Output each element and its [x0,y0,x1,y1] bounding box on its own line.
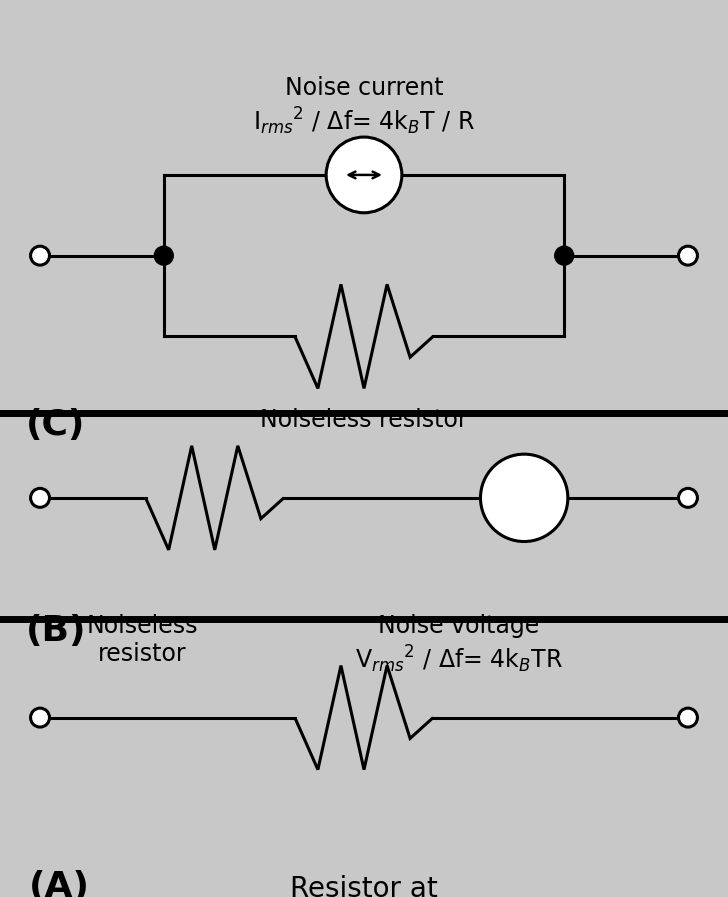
Text: Noise voltage
V$_{rms}$$^2$ / Δf= 4k$_B$TR: Noise voltage V$_{rms}$$^2$ / Δf= 4k$_B$… [355,614,563,675]
Circle shape [555,246,574,266]
Text: ~: ~ [509,483,539,518]
Circle shape [678,246,697,266]
Text: Noise current
I$_{rms}$$^2$ / Δf= 4k$_B$T / R: Noise current I$_{rms}$$^2$ / Δf= 4k$_B$… [253,76,475,136]
Circle shape [31,246,50,266]
Text: Noiseless
resistor: Noiseless resistor [86,614,198,666]
Text: (A): (A) [29,870,90,897]
Circle shape [154,246,173,266]
Text: (C): (C) [25,408,85,442]
Circle shape [31,488,50,508]
Circle shape [678,488,697,508]
Text: (B): (B) [25,614,86,649]
Circle shape [31,708,50,727]
Circle shape [678,708,697,727]
Text: Noiseless resistor: Noiseless resistor [260,408,468,432]
Circle shape [480,454,568,542]
Circle shape [326,137,402,213]
Text: Resistor at
temperature T: Resistor at temperature T [264,875,464,897]
